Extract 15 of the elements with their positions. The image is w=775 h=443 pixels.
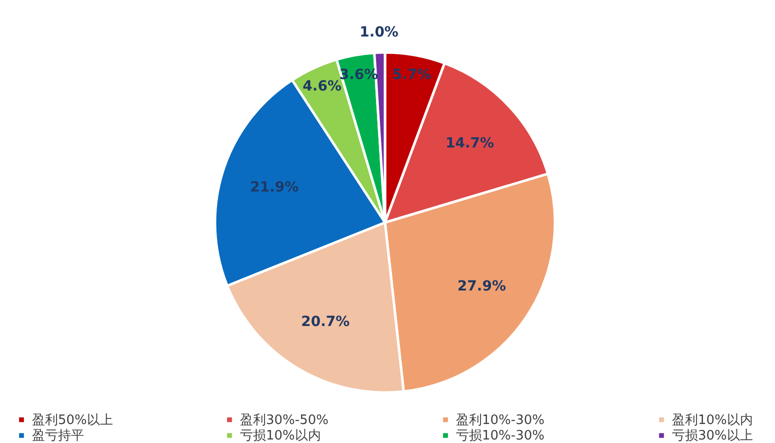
- legend-label: 亏损30%以上: [672, 428, 753, 443]
- legend-label: 盈利30%-50%: [240, 412, 328, 428]
- legend-label: 盈亏持平: [32, 428, 84, 443]
- legend-label: 盈利10%-30%: [456, 412, 544, 428]
- legend-label: 亏损10%-30%: [456, 428, 544, 443]
- data-label: 5.7%: [392, 66, 432, 83]
- data-label: 21.9%: [250, 180, 299, 196]
- data-label: 14.7%: [445, 135, 494, 152]
- data-label: 27.9%: [457, 278, 506, 295]
- legend-label: 亏损10%以内: [240, 428, 321, 443]
- legend-label: 盈利10%以内: [672, 412, 753, 428]
- legend-label: 盈利50%以上: [32, 412, 113, 428]
- data-label: 4.6%: [302, 78, 342, 94]
- data-label: 20.7%: [301, 314, 350, 330]
- data-label: 1.0%: [360, 24, 398, 41]
